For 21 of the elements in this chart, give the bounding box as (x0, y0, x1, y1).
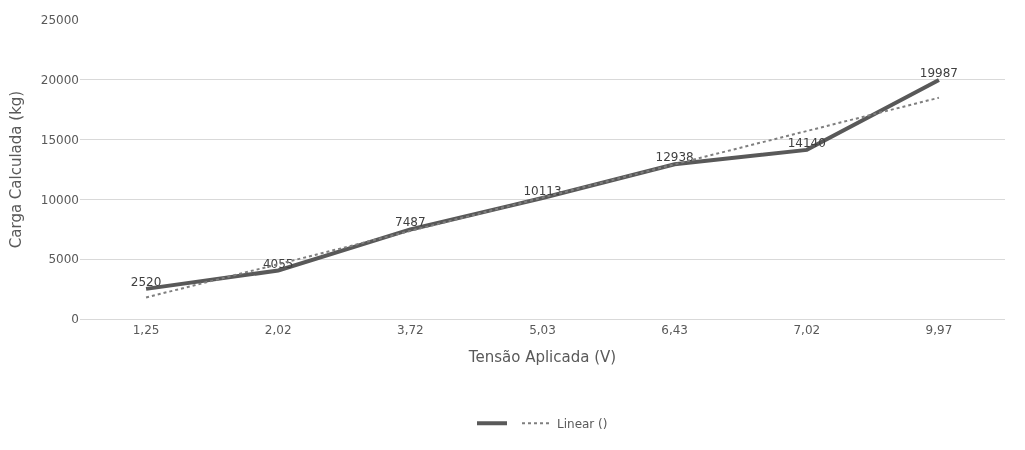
y-tick-label: 0 (71, 312, 79, 327)
y-tick-label: 10000 (40, 192, 79, 207)
x-tick-label: 5,03 (529, 323, 556, 338)
data-label: 7487 (395, 215, 426, 230)
x-tick-label: 6,43 (661, 323, 688, 338)
x-tick-label: 2,02 (264, 323, 292, 338)
data-label: 2520 (130, 274, 162, 289)
y-tick-label: 20000 (40, 73, 79, 87)
y-tick-label: 25000 (40, 13, 79, 28)
data-label: 19987 (919, 65, 959, 80)
legend-label: Linear () (557, 416, 608, 431)
y-axis-title: Carga Calculada (kg) (7, 90, 26, 249)
data-label: 10113 (523, 184, 562, 199)
data-label: 12938 (655, 150, 694, 165)
x-tick-label: 1,25 (132, 323, 160, 338)
x-tick-label: 9,97 (925, 323, 953, 338)
y-tick-label: 5000 (48, 252, 79, 267)
x-tick-label: 3,72 (397, 323, 424, 338)
x-axis-title: Tensão Aplicada (V) (467, 348, 617, 367)
x-tick-label: 7,02 (793, 323, 821, 338)
y-tick-label: 15000 (40, 132, 79, 147)
